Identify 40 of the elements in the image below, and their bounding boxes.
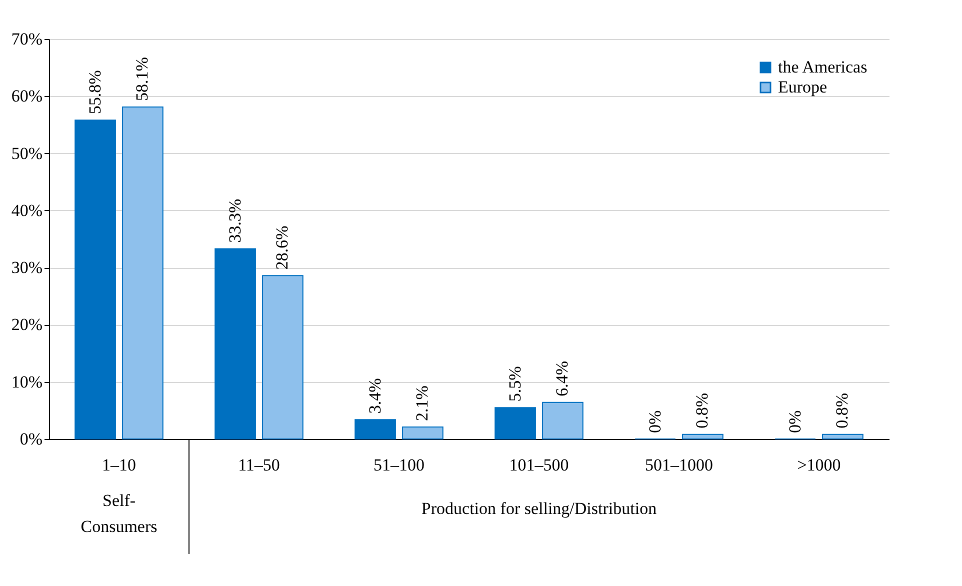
x-tick-label: 101–500 bbox=[509, 456, 569, 474]
bar bbox=[682, 434, 724, 440]
y-tick-label: 0% bbox=[20, 430, 42, 448]
data-label: 58.1% bbox=[132, 57, 152, 101]
text: Self- Consumers bbox=[80, 491, 158, 536]
data-label: 5.5% bbox=[505, 366, 524, 402]
data-label: 55.8% bbox=[85, 70, 104, 114]
data-label: 0.8% bbox=[832, 393, 852, 428]
y-tick-label: 40% bbox=[11, 200, 42, 220]
bar bbox=[354, 419, 396, 440]
data-label: 3.4% bbox=[365, 378, 384, 414]
text: Production for selling/Distribution bbox=[421, 499, 658, 518]
data-label: 0% bbox=[785, 410, 804, 433]
bar bbox=[122, 106, 164, 440]
data-label: 2.1% bbox=[412, 386, 432, 421]
bar bbox=[542, 402, 584, 440]
y-tick-label: 50% bbox=[11, 144, 42, 163]
x-tick-label: 11–50 bbox=[238, 456, 280, 474]
y-tick-label: 60% bbox=[11, 86, 42, 106]
x-tick-label: 501–1000 bbox=[645, 456, 713, 474]
data-label: 0.8% bbox=[692, 393, 712, 428]
y-tick-label: 30% bbox=[11, 258, 42, 278]
x-tick-label: >1000 bbox=[797, 456, 841, 474]
bar bbox=[262, 275, 304, 440]
bar bbox=[402, 426, 444, 440]
data-label: 33.3% bbox=[225, 198, 244, 243]
x-tick-label: 1–10 bbox=[102, 456, 136, 474]
y-tick-label: 70% bbox=[11, 30, 42, 48]
y-tick-label: 20% bbox=[11, 315, 42, 334]
bar bbox=[214, 248, 256, 440]
bar bbox=[494, 407, 536, 440]
legend-label: Europe bbox=[778, 78, 828, 96]
x-tick-label: 51–100 bbox=[374, 456, 424, 474]
data-label: 6.4% bbox=[552, 361, 572, 396]
data-label: 0% bbox=[645, 410, 664, 433]
legend-label: the Americas bbox=[778, 58, 868, 76]
bar bbox=[822, 434, 864, 440]
bar bbox=[74, 120, 116, 440]
y-tick-label: 10% bbox=[11, 372, 42, 392]
data-label: 28.6% bbox=[272, 226, 292, 270]
